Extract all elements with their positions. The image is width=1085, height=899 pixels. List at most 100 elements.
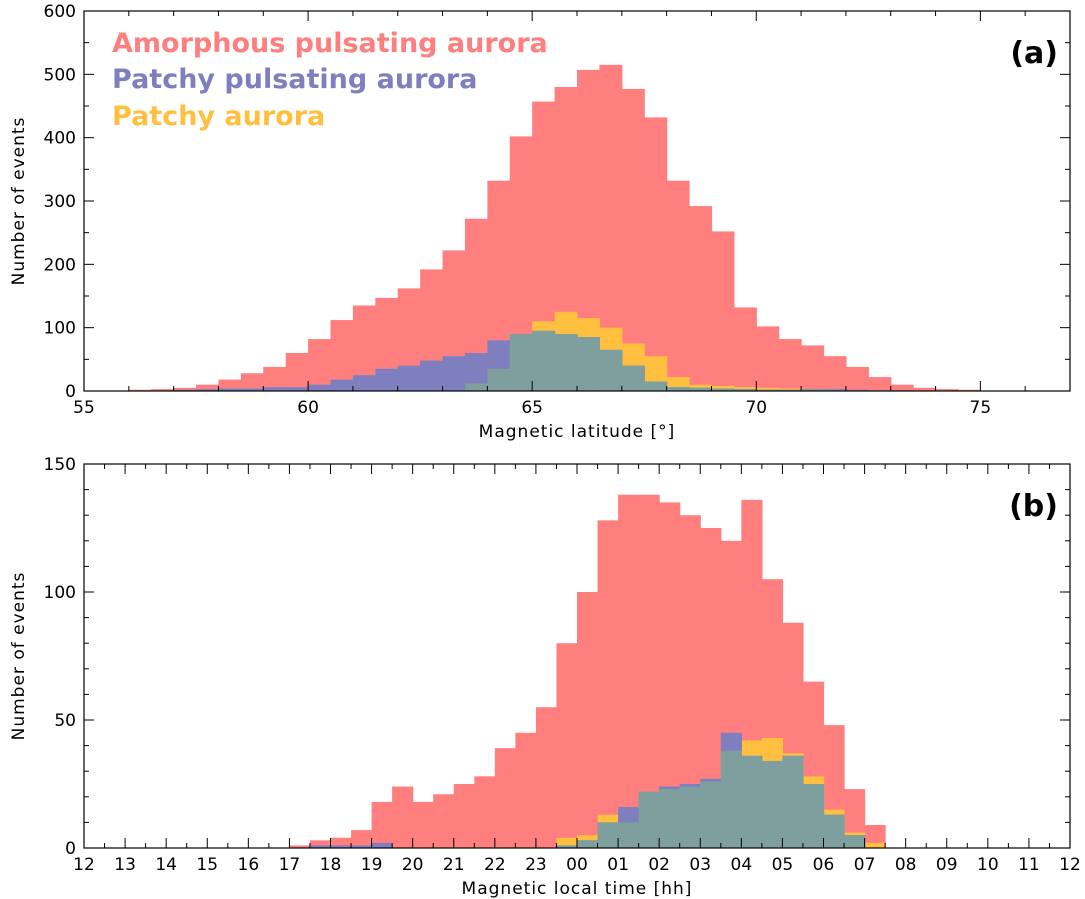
bar-amorphous	[151, 389, 175, 391]
bar-amorphous	[599, 64, 623, 391]
bar-patchy-pulsating	[330, 379, 354, 391]
panel-a-x-axis-label: Magnetic latitude [°]	[479, 422, 676, 442]
y-tick-label: 0	[65, 839, 76, 859]
bar-overlap	[700, 781, 722, 848]
bar-overlap	[802, 784, 825, 848]
bar-overlap	[618, 822, 640, 848]
bar-amorphous	[638, 494, 660, 848]
bar-overlap	[733, 389, 757, 391]
bar-overlap	[666, 387, 690, 391]
x-tick-label: 70	[745, 398, 767, 418]
bar-amorphous	[453, 784, 475, 848]
bar-patchy-pulsating	[351, 845, 373, 848]
bar-patchy-pulsating	[240, 388, 264, 391]
bar-patchy-pulsating	[464, 353, 488, 391]
bar-amorphous	[240, 373, 264, 391]
bar-amorphous	[330, 320, 354, 391]
bar-patchy-pulsating	[330, 845, 352, 848]
panel-b-x-axis-label: Magnetic local time [hh]	[462, 879, 693, 899]
bar-overlap	[756, 389, 780, 391]
bar-patchy	[689, 384, 713, 391]
bar-amorphous	[509, 136, 533, 391]
x-tick-label: 15	[196, 855, 218, 875]
bar-patchy-pulsating	[263, 387, 287, 391]
y-tick-label: 200	[44, 255, 76, 275]
x-tick-label: 11	[1018, 855, 1040, 875]
bar-amorphous	[890, 384, 914, 391]
bar-overlap	[720, 750, 742, 848]
bar-amorphous	[351, 830, 373, 848]
panel-a-ticks: 55 60 65 70 75 0 100 200 300 400 500 600	[44, 2, 1071, 418]
panel-b-frame	[83, 463, 1071, 849]
bar-amorphous	[535, 707, 558, 848]
x-tick-label: 16	[238, 855, 260, 875]
bar-patchy	[556, 837, 578, 848]
bar-patchy-pulsating	[352, 375, 376, 391]
bar-patchy-pulsating	[375, 368, 399, 391]
bar-overlap	[741, 755, 763, 848]
bar-overlap	[689, 387, 713, 391]
y-tick-label: 100	[44, 319, 76, 339]
bar-patchy-pulsating	[309, 845, 332, 848]
bar-patchy-pulsating	[420, 360, 444, 391]
bar-amorphous	[577, 592, 599, 848]
bar-amorphous	[412, 801, 434, 848]
bar-amorphous	[442, 250, 466, 391]
y-tick-label: 400	[44, 129, 76, 149]
bar-overlap	[599, 349, 623, 391]
bar-amorphous	[464, 218, 488, 391]
x-tick-label: 12	[1059, 855, 1081, 875]
bar-amorphous	[935, 389, 959, 391]
bar-overlap	[532, 330, 556, 391]
bar-overlap	[679, 786, 701, 848]
bar-amorphous	[330, 837, 352, 848]
bar-overlap	[823, 389, 847, 391]
panel-a-frame	[83, 10, 1071, 392]
x-tick-label: 12	[73, 855, 95, 875]
bar-overlap	[509, 334, 533, 391]
bar-patchy-pulsating	[218, 388, 242, 391]
bar-overlap	[577, 840, 599, 848]
x-tick-label: 08	[895, 855, 917, 875]
bar-patchy-pulsating	[196, 389, 220, 391]
bar-patchy	[756, 387, 780, 391]
bar-amorphous	[173, 387, 197, 391]
bar-amorphous	[196, 384, 220, 391]
bar-overlap	[464, 383, 488, 391]
bar-amorphous	[308, 339, 332, 391]
bar-amorphous	[263, 366, 287, 391]
x-tick-label: 00	[566, 855, 588, 875]
bar-amorphous	[532, 101, 556, 392]
bar-overlap	[644, 381, 668, 391]
legend: Amorphous pulsating aurora Patchy pulsat…	[112, 28, 548, 132]
bar-amorphous	[868, 377, 892, 391]
bar-amorphous	[371, 801, 393, 848]
panel-a-label: (a)	[1010, 36, 1058, 71]
x-tick-label: 19	[361, 855, 383, 875]
bar-amorphous	[285, 353, 309, 391]
bar-overlap	[761, 760, 784, 848]
x-tick-label: 21	[443, 855, 465, 875]
x-tick-label: 23	[525, 855, 547, 875]
bar-patchy-pulsating	[397, 365, 421, 391]
bar-amorphous	[845, 366, 869, 391]
bar-overlap	[844, 835, 866, 848]
y-tick-label: 50	[54, 711, 76, 731]
bar-amorphous	[711, 231, 735, 391]
bar-amorphous	[778, 339, 802, 391]
x-tick-label: 05	[772, 855, 794, 875]
bar-amorphous	[397, 288, 421, 391]
panel-b-y-axis-label: Number of events	[9, 572, 29, 741]
panel-b-bars	[289, 494, 886, 848]
bar-amorphous	[433, 794, 455, 848]
bar-amorphous	[577, 69, 601, 392]
bar-amorphous	[556, 643, 578, 848]
bar-amorphous	[957, 389, 981, 391]
bar-amorphous	[289, 845, 311, 848]
legend-item-patchy: Patchy aurora	[112, 101, 325, 132]
bar-amorphous	[913, 387, 937, 391]
bar-overlap	[556, 845, 578, 848]
bar-overlap	[638, 791, 660, 848]
bar-overlap	[621, 365, 645, 391]
